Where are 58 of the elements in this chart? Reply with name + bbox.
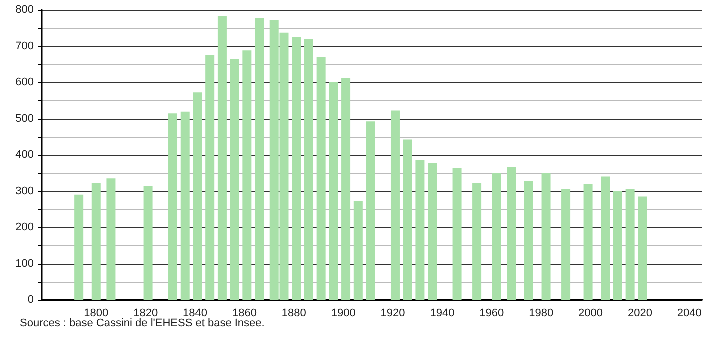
x-tick-label: 1840: [183, 308, 208, 320]
bar: [342, 78, 351, 300]
bar: [507, 167, 516, 300]
x-tick-label: 1880: [282, 308, 306, 320]
bar: [524, 181, 534, 300]
bar: [366, 122, 376, 300]
bar: [562, 189, 571, 300]
bar: [472, 183, 482, 300]
bar: [74, 194, 84, 300]
y-tick-label: 500: [16, 112, 34, 125]
x-tick-label: 1980: [529, 308, 554, 320]
x-tick-label: 1820: [134, 308, 158, 320]
bar: [144, 186, 153, 300]
bar: [416, 160, 425, 300]
bar: [230, 58, 240, 300]
bar: [452, 168, 462, 300]
x-tick-label: 1940: [430, 308, 455, 320]
bar: [613, 191, 622, 300]
bar: [638, 196, 648, 300]
y-tick-label: 100: [16, 258, 34, 270]
y-tick-label: 600: [16, 76, 34, 88]
bar: [180, 112, 190, 300]
bar: [354, 201, 363, 300]
y-tick-label: 800: [16, 4, 34, 16]
bar: [390, 110, 400, 300]
bar: [492, 173, 502, 300]
bar: [316, 57, 326, 300]
bar: [626, 189, 635, 300]
bar: [403, 140, 412, 300]
x-tick-label: 1900: [331, 308, 356, 320]
y-tick-label: 200: [16, 222, 34, 234]
bar: [542, 173, 551, 300]
x-tick-label: 2000: [578, 308, 604, 320]
x-tick-label: 2020: [628, 308, 652, 320]
bar: [428, 162, 438, 300]
x-tick-label: 1960: [480, 308, 504, 320]
bar: [242, 50, 252, 300]
bar: [584, 184, 593, 300]
y-tick-label: 300: [16, 185, 34, 198]
bar: [206, 55, 215, 300]
y-tick-label: 400: [16, 149, 34, 161]
x-tick-label: 2040: [677, 308, 702, 320]
bar: [218, 16, 227, 300]
y-tick-label: 0: [28, 294, 34, 306]
x-tick-label: 1920: [380, 308, 406, 320]
bar: [255, 18, 264, 300]
x-tick-label: 1800: [84, 308, 109, 320]
bar: [601, 176, 610, 300]
y-tick-label: 700: [16, 40, 34, 52]
source-note: Sources : base Cassini de l'EHESS et base Insee.: [20, 318, 265, 330]
bar: [304, 39, 314, 300]
bar: [329, 82, 338, 300]
x-tick-label: 1860: [232, 308, 257, 320]
bar: [292, 37, 302, 300]
bar: [92, 183, 101, 300]
bar: [168, 114, 178, 300]
bar: [106, 178, 116, 300]
bar: [193, 92, 202, 300]
